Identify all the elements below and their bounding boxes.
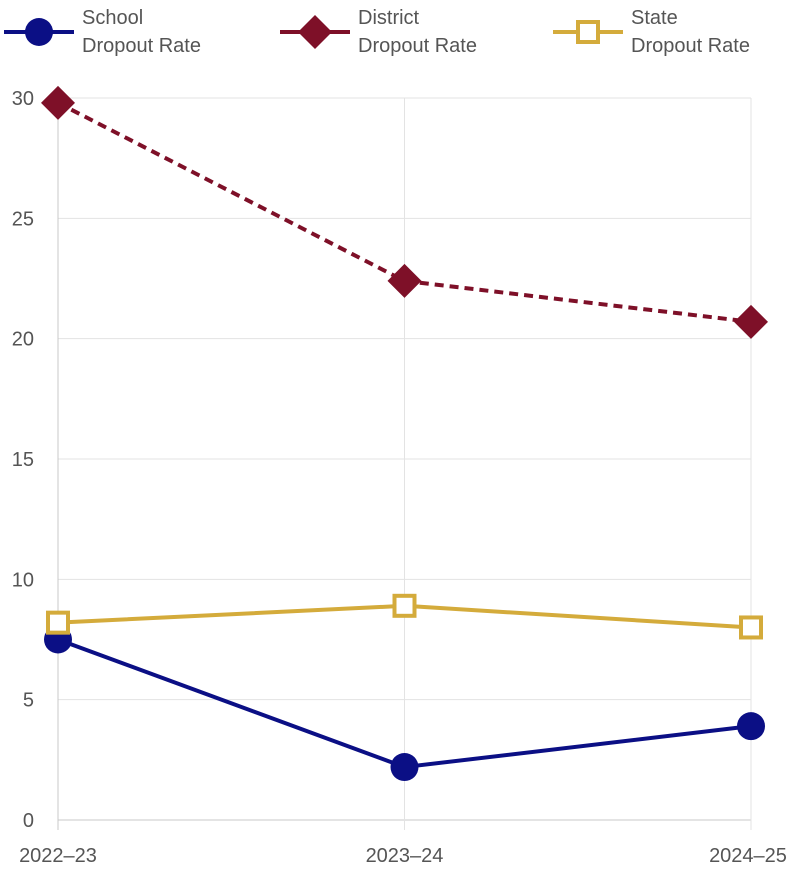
x-tick-label: 2024–25 bbox=[709, 845, 787, 867]
data-point-school bbox=[390, 753, 419, 782]
data-point-state bbox=[46, 610, 70, 635]
legend-label: Dropout Rate bbox=[631, 35, 750, 57]
legend-label: School bbox=[82, 7, 143, 29]
legend-item-district[interactable]: District Dropout Rate bbox=[280, 7, 477, 57]
y-tick-label: 0 bbox=[23, 810, 34, 832]
x-tick-label: 2023–24 bbox=[366, 845, 444, 867]
data-point-state bbox=[392, 593, 417, 618]
series-district bbox=[41, 85, 768, 339]
series-group bbox=[41, 85, 768, 782]
data-point-district bbox=[41, 85, 75, 120]
legend-marker bbox=[298, 15, 332, 49]
legend-item-school[interactable]: School Dropout Rate bbox=[4, 7, 201, 57]
data-point-school bbox=[737, 712, 765, 741]
legend-label: Dropout Rate bbox=[82, 35, 201, 57]
legend-marker bbox=[25, 18, 53, 46]
y-tick-label: 15 bbox=[12, 449, 34, 471]
legend-marker bbox=[576, 20, 600, 44]
axes: 0 5 10 15 20 25 30 2022–23 2023–24 2024–25 bbox=[12, 88, 787, 867]
legend-label: State bbox=[631, 7, 678, 29]
y-tick-label: 30 bbox=[12, 88, 34, 110]
y-tick-label: 5 bbox=[23, 690, 34, 712]
y-tick-label: 20 bbox=[12, 329, 34, 351]
y-tick-label: 25 bbox=[12, 208, 34, 230]
data-point-district bbox=[387, 263, 422, 298]
series-line-district bbox=[57, 101, 752, 324]
grid bbox=[57, 97, 752, 830]
series-state bbox=[46, 593, 763, 640]
y-tick-label: 10 bbox=[12, 569, 34, 591]
data-point-district bbox=[734, 304, 768, 339]
legend-label: Dropout Rate bbox=[358, 35, 477, 57]
x-tick-label: 2022–23 bbox=[19, 845, 97, 867]
legend-label: District bbox=[358, 7, 420, 29]
data-point-state bbox=[739, 615, 763, 640]
legend-item-state[interactable]: State Dropout Rate bbox=[553, 7, 750, 57]
